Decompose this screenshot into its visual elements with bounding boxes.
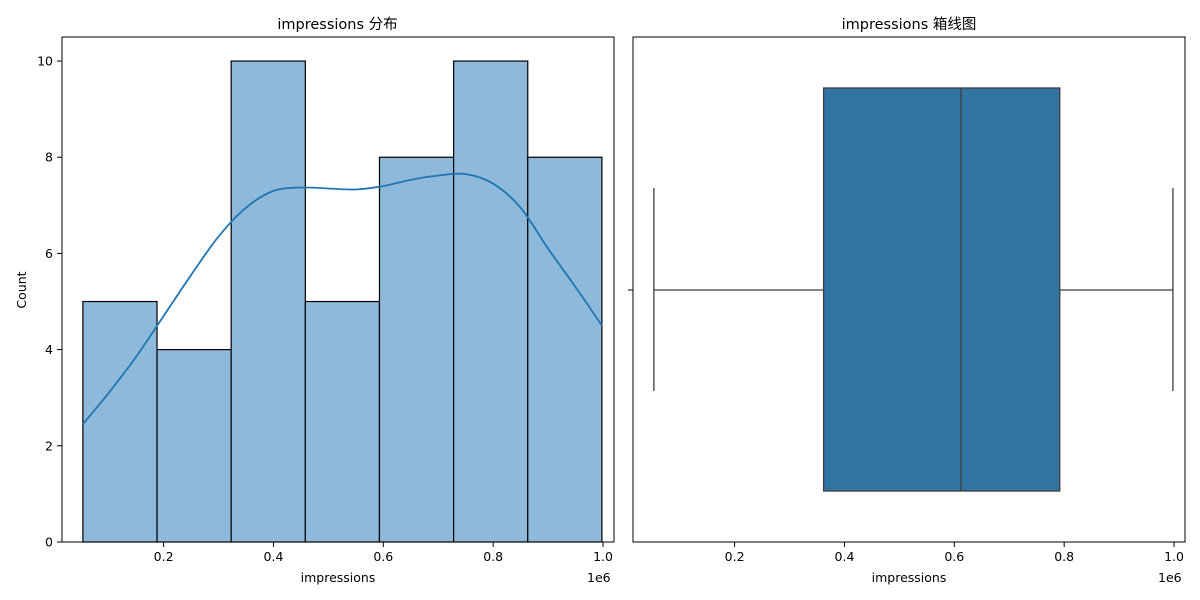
boxplot-x-ticks: 0.2 0.4 0.6 0.8 1.0 (725, 542, 1184, 564)
histogram-y-label: Count (14, 271, 29, 308)
histogram-bar-6 (527, 156, 603, 543)
histogram-panel: impressions 分布 0.2 0.4 0.6 0.8 1.0 0 2 4 6 8 10 i… (14, 16, 615, 585)
histogram-bar-3 (304, 300, 381, 543)
histogram-axes-frame (61, 36, 615, 543)
boxplot-title: impressions 箱线图 (842, 16, 977, 33)
histogram-bar-0 (82, 300, 158, 543)
boxplot-marks (653, 87, 1174, 492)
histogram-x-tick-label: 0.8 (483, 549, 503, 564)
histogram-y-tick-label: 10 (37, 54, 53, 69)
boxplot-x-tick-label: 0.2 (725, 549, 745, 564)
histogram-x-tick-label: 0.2 (154, 549, 174, 564)
kde-line (82, 172, 603, 425)
histogram-y-tick-label: 8 (45, 150, 53, 165)
histogram-y-tick-label: 6 (45, 246, 53, 261)
boxplot-x-offset-label: 1e6 (1158, 570, 1182, 585)
boxplot-box (822, 87, 1061, 492)
boxplot-x-tick-label: 0.4 (835, 549, 855, 564)
boxplot-x-tick-label: 1.0 (1164, 549, 1184, 564)
histogram-x-offset-label: 1e6 (587, 570, 611, 585)
boxplot-x-tick-label: 0.6 (944, 549, 964, 564)
histogram-x-tick-label: 0.4 (264, 549, 284, 564)
histogram-y-ticks: 0 2 4 6 8 10 (37, 54, 62, 550)
boxplot-panel: impressions 箱线图 0.2 0.4 0.6 0.8 1.0 impressi… (628, 16, 1186, 585)
histogram-title: impressions 分布 (277, 16, 397, 33)
histogram-x-tick-label: 1.0 (593, 549, 613, 564)
histogram-bar-2 (230, 60, 306, 543)
histogram-y-tick-label: 2 (45, 438, 53, 453)
boxplot-x-tick-label: 0.8 (1054, 549, 1074, 564)
histogram-bar-4 (378, 156, 455, 543)
histogram-bars (82, 60, 603, 543)
histogram-y-tick-label: 0 (45, 535, 53, 550)
boxplot-x-label: impressions (872, 570, 947, 585)
kde-curve-group (82, 172, 603, 425)
histogram-x-ticks: 0.2 0.4 0.6 0.8 1.0 (154, 542, 613, 564)
histogram-x-label: impressions (301, 570, 376, 585)
histogram-y-tick-label: 4 (45, 342, 53, 357)
histogram-bar-1 (156, 349, 232, 543)
histogram-bar-5 (453, 60, 529, 543)
histogram-x-tick-label: 0.6 (373, 549, 393, 564)
